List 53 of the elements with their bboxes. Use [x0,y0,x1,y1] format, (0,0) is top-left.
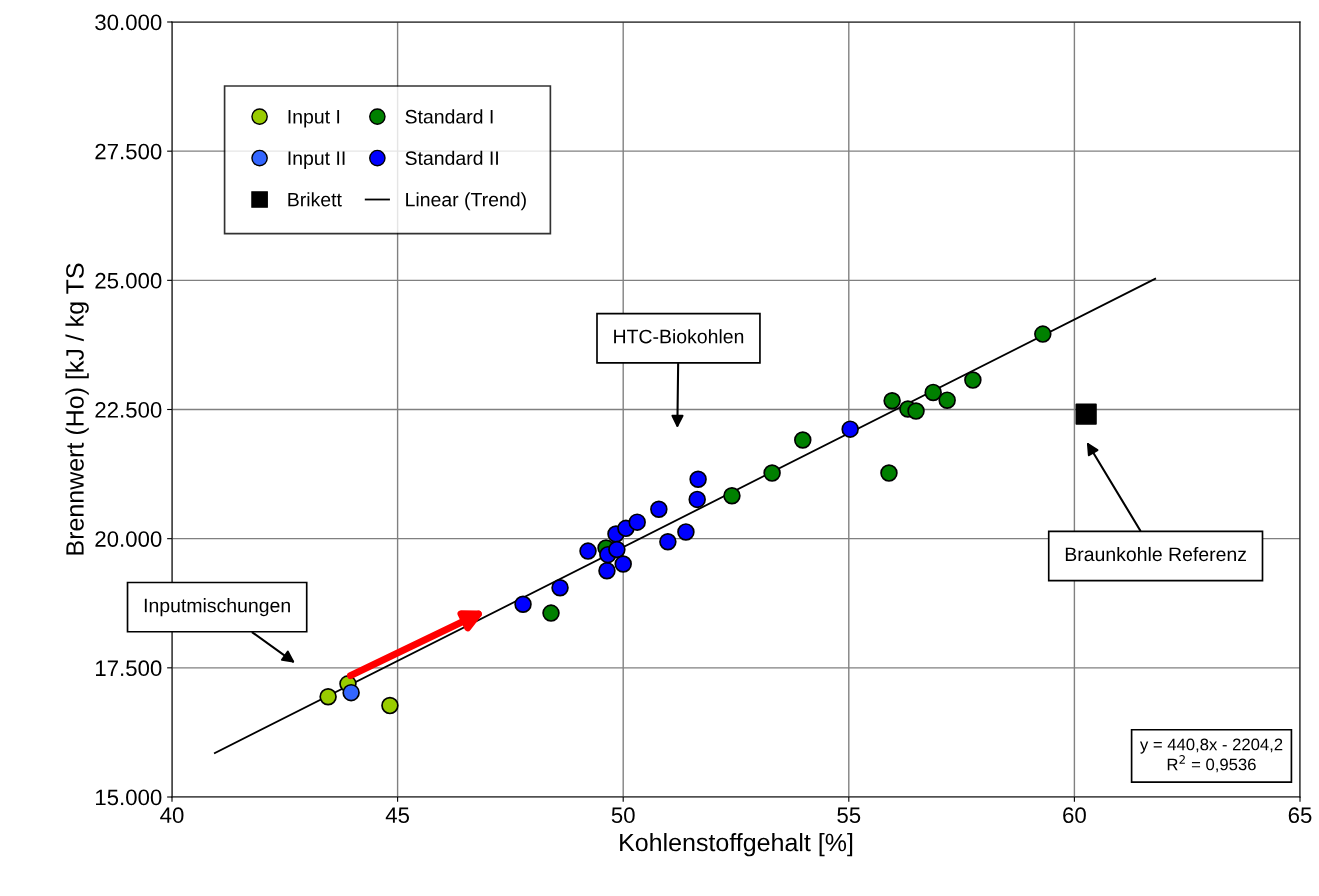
point [659,533,677,551]
legend-label: Standard I [405,109,493,124]
legend-label: Standard II [405,150,498,166]
point [542,604,560,622]
point [723,487,741,505]
point [608,540,626,559]
point [938,391,956,409]
y-tick-label: 17.500 [96,660,162,677]
y-tick-label: 27.500 [95,143,162,160]
point [598,561,616,580]
point [880,464,898,482]
point [1075,403,1097,425]
point [319,688,337,706]
point [677,523,695,541]
point [579,542,597,560]
y-tick-label: 15.000 [96,789,162,806]
point [514,595,532,614]
annotation: y = 440,8x - 2204,2 R$^{2}$ = 0,9536 [1139,738,1283,773]
y-axis-title: Brennwert (Ho) [kJ / kg TS [65,263,89,555]
point [907,402,925,420]
point [628,513,646,531]
point [794,431,812,449]
legend-label: Input II [288,151,345,169]
y-tick-label: 25.000 [95,272,162,289]
point [1034,325,1052,343]
point [688,490,706,509]
annotation: Braunkohle Referenz [1065,546,1246,562]
point [964,371,982,389]
x-axis-title: Kohlenstoffgehalt [%] [620,832,853,857]
legend-label: Brikett [288,192,342,207]
y-tick-label: 20.000 [95,531,162,547]
point [551,578,569,597]
point [650,500,668,518]
y-tick-label: 30.000 [95,14,162,31]
point [924,383,942,402]
x-tick-label: 50 [611,807,635,824]
x-tick-label: 40 [160,807,184,824]
point [689,470,707,489]
point [342,683,360,702]
point [614,555,632,573]
y-tick-label: 22.500 [95,402,162,418]
legend-label: Linear (Trend) [406,192,526,211]
annotation: Inputmischungen [144,598,290,617]
point [883,391,901,410]
x-tick-label: 60 [1063,807,1086,824]
legend-label: Input I [288,110,340,128]
point [381,696,399,715]
point [763,464,781,482]
annotation: HTC-Biokohlen [614,329,744,344]
x-tick-label: 55 [837,807,861,824]
x-tick-label: 65 [1288,807,1312,824]
x-tick-label: 45 [385,807,410,824]
point [841,420,859,438]
